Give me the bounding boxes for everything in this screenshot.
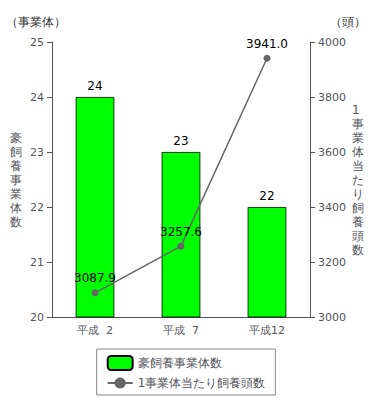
svg-text:養: 養 (352, 215, 364, 229)
svg-text:当: 当 (352, 159, 364, 173)
svg-text:飼: 飼 (10, 145, 22, 159)
svg-text:1事業体当たり飼養頭数: 1事業体当たり飼養頭数 (138, 376, 266, 390)
svg-text:3257.6: 3257.6 (160, 225, 202, 239)
svg-text:23: 23 (173, 134, 188, 148)
svg-text:養: 養 (10, 159, 22, 173)
svg-text:1: 1 (352, 103, 360, 117)
svg-text:事: 事 (10, 173, 22, 187)
svg-text:平成12: 平成12 (249, 324, 285, 337)
svg-text:平成 7: 平成 7 (163, 324, 199, 337)
svg-text:23: 23 (30, 146, 44, 159)
svg-text:事: 事 (352, 117, 364, 131)
svg-text:（頭）: （頭） (330, 15, 366, 29)
svg-text:飼: 飼 (352, 201, 364, 215)
svg-text:（事業体）: （事業体） (6, 15, 66, 29)
svg-text:り: り (352, 187, 364, 201)
svg-text:22: 22 (259, 189, 274, 203)
svg-text:20: 20 (30, 311, 44, 324)
svg-text:24: 24 (87, 79, 102, 93)
svg-text:25: 25 (30, 36, 44, 49)
svg-text:体: 体 (10, 201, 22, 215)
svg-text:3000: 3000 (318, 311, 346, 324)
svg-text:4000: 4000 (318, 36, 346, 49)
svg-text:業: 業 (352, 131, 364, 145)
svg-text:3087.9: 3087.9 (74, 271, 116, 285)
svg-text:3800: 3800 (318, 91, 346, 104)
svg-text:体: 体 (352, 145, 364, 159)
svg-text:数: 数 (10, 215, 22, 229)
svg-text:数: 数 (352, 243, 364, 257)
svg-text:3941.0: 3941.0 (246, 37, 288, 51)
svg-text:21: 21 (30, 256, 44, 269)
svg-text:豪飼養事業体数: 豪飼養事業体数 (138, 356, 222, 370)
svg-text:3600: 3600 (318, 146, 346, 159)
svg-text:た: た (352, 173, 364, 187)
svg-text:豪: 豪 (10, 131, 22, 145)
svg-text:22: 22 (30, 201, 44, 214)
svg-text:3400: 3400 (318, 201, 346, 214)
svg-text:業: 業 (10, 187, 22, 201)
svg-text:24: 24 (30, 91, 44, 104)
svg-text:3200: 3200 (318, 256, 346, 269)
svg-text:平成 2: 平成 2 (77, 324, 113, 337)
svg-text:頭: 頭 (352, 229, 364, 243)
